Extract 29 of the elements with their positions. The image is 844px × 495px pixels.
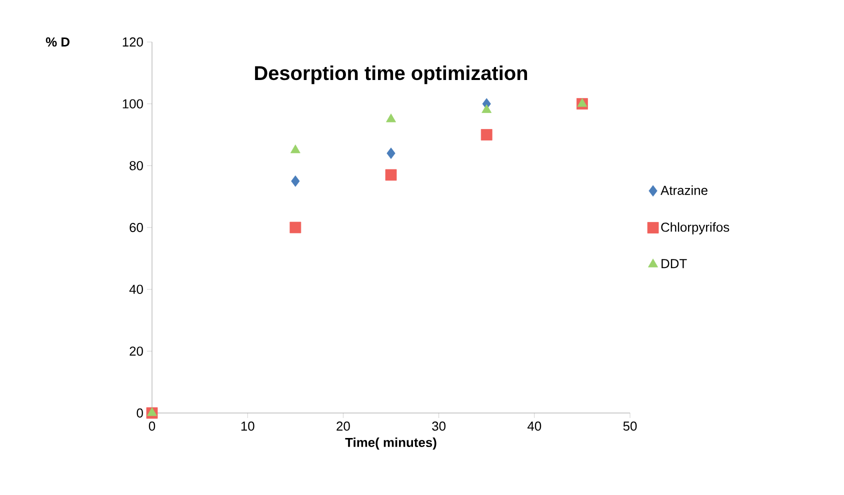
point: [385, 169, 397, 181]
y-axis-title: % D: [46, 37, 70, 47]
x-tick-label: 50: [623, 422, 637, 431]
point: [290, 144, 300, 154]
x-tick-label: 30: [432, 422, 446, 431]
x-tick-label: 40: [527, 422, 542, 431]
legend-label: DDT: [662, 259, 687, 268]
text: Desorption time optimization: [255, 66, 528, 84]
legend-label: Chlorpyrifos: [661, 222, 730, 234]
y-tick-label: 80: [130, 161, 143, 170]
x-tick-label: 20: [336, 422, 350, 431]
y-tick-label: 20: [130, 346, 143, 356]
x-axis-title: Time( minutes): [345, 438, 436, 450]
point: [290, 222, 302, 234]
point: [386, 148, 396, 159]
legend-label: Atrazine: [660, 185, 708, 195]
y-tick-label: 60: [130, 222, 143, 232]
point: [482, 104, 492, 113]
y-tick-label: 40: [129, 284, 143, 294]
y-tick-label: 100: [122, 99, 143, 108]
point: [480, 129, 492, 140]
point: [147, 407, 157, 416]
y-tick-label: 0: [136, 408, 143, 418]
point: [386, 114, 396, 122]
y-tick-label: 120: [122, 37, 143, 47]
x-tick-label: 10: [241, 422, 254, 431]
point: [577, 98, 588, 107]
x-tick-label: 0: [148, 422, 156, 431]
point: [291, 175, 300, 187]
